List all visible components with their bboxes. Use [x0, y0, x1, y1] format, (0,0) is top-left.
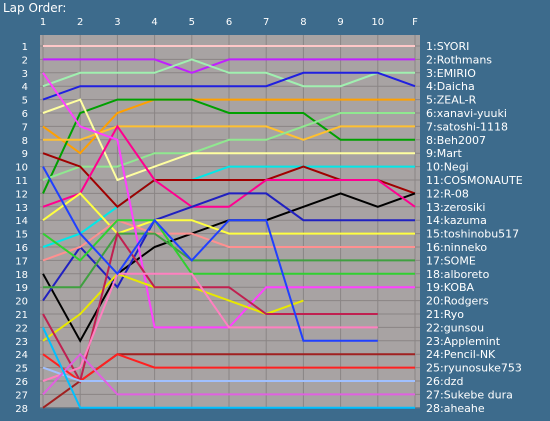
x-tick-label: 10 — [371, 17, 384, 28]
series-label: 1:SYORI — [426, 40, 469, 53]
series-line — [42, 192, 415, 302]
y-tick-label: 28 — [15, 404, 28, 415]
y-tick-label: 2 — [22, 55, 28, 66]
series-line — [42, 231, 378, 384]
x-tick-label: 7 — [263, 17, 269, 28]
y-tick-label: 15 — [15, 230, 28, 241]
series-label: 9:Mart — [426, 147, 462, 160]
y-tick-label: 4 — [22, 82, 28, 93]
series-label: 13:zerosiki — [426, 201, 485, 214]
y-tick-label: 6 — [22, 109, 28, 120]
y-tick-label: 12 — [15, 189, 28, 200]
series-line — [42, 219, 415, 262]
series-label: 17:SOME — [426, 254, 476, 267]
series-label: 27:Sukebe dura — [426, 388, 513, 401]
series-line — [42, 192, 415, 235]
y-tick-label: 13 — [15, 203, 28, 214]
series-line — [42, 124, 416, 208]
x-tick-label: 8 — [300, 17, 306, 28]
series-line — [42, 58, 415, 88]
series-line — [42, 112, 415, 181]
series-label: 11:COSMONAUTE — [426, 174, 523, 187]
series-line — [43, 125, 415, 141]
series-label: 14:kazuma — [426, 214, 487, 227]
series-line — [43, 58, 415, 74]
y-tick-label: 27 — [15, 390, 28, 401]
series-label: 24:Pencil-NK — [426, 348, 496, 361]
y-tick-label: 8 — [22, 136, 28, 147]
y-tick-label: 23 — [15, 337, 28, 348]
series-line — [42, 98, 415, 182]
series-label: 12:R-08 — [426, 187, 469, 200]
series-label: 4:Daicha — [426, 80, 475, 93]
y-tick-label: 19 — [15, 283, 28, 294]
y-tick-label: 11 — [15, 176, 28, 187]
chart-title: Lap Order: — [3, 1, 67, 15]
series-label: 5:ZEAL-R — [426, 94, 477, 107]
series-label: 26:dzd — [426, 375, 463, 388]
x-tick-label: 3 — [114, 17, 120, 28]
series-label: 15:toshinobu517 — [426, 228, 519, 241]
x-tick-label: 5 — [189, 17, 195, 28]
y-tick-label: 14 — [15, 216, 28, 227]
series-label: 21:Ryo — [426, 308, 464, 321]
y-tick-label: 17 — [15, 256, 28, 267]
x-tick-label: F — [412, 17, 418, 28]
series-label: 2:Rothmans — [426, 53, 492, 66]
series-line — [42, 326, 415, 409]
y-tick-label: 9 — [22, 149, 28, 160]
series-label: 8:Beh2007 — [426, 134, 486, 147]
y-tick-label: 5 — [22, 96, 28, 107]
series-label: 19:KOBA — [426, 281, 475, 294]
series-label: 23:Applemint — [426, 335, 501, 348]
x-tick-label: 2 — [77, 17, 83, 28]
series-label: 18:alboreto — [426, 268, 490, 281]
x-tick-label: 4 — [151, 17, 157, 28]
x-tick-label: 9 — [337, 17, 343, 28]
series-label: 22:gunsou — [426, 321, 484, 334]
y-tick-label: 18 — [15, 270, 28, 281]
y-tick-label: 21 — [15, 310, 28, 321]
y-tick-label: 16 — [15, 243, 28, 254]
series-label: 20:Rodgers — [426, 295, 489, 308]
series-line — [42, 166, 378, 342]
series-line — [43, 232, 415, 289]
x-tick-label: 6 — [226, 17, 232, 28]
y-tick-label: 20 — [15, 297, 28, 308]
y-tick-label: 25 — [15, 364, 28, 375]
series-line — [42, 165, 415, 248]
y-tick-label: 22 — [15, 323, 28, 334]
x-tick-label: 1 — [40, 17, 46, 28]
series-line — [42, 219, 415, 275]
series-label: 6:xanavi-yuuki — [426, 107, 507, 120]
series-label: 16:ninneko — [426, 241, 487, 254]
y-tick-label: 24 — [15, 350, 28, 361]
y-tick-label: 3 — [22, 69, 28, 80]
series-line — [42, 98, 415, 194]
y-tick-label: 7 — [22, 122, 28, 133]
series-label: 3:EMIRIO — [426, 67, 476, 80]
series-line — [42, 353, 415, 383]
series-line — [42, 98, 415, 155]
series-line — [42, 71, 416, 101]
series-label: 7:satoshi-1118 — [426, 120, 508, 133]
series-line — [42, 352, 415, 396]
series-line — [42, 272, 378, 382]
y-tick-label: 10 — [15, 163, 28, 174]
y-tick-label: 26 — [15, 377, 28, 388]
series-label: 25:ryunosuke753 — [426, 362, 522, 375]
series-label: 10:Negi — [426, 161, 469, 174]
series-label: 28:aheahe — [426, 402, 485, 415]
y-tick-label: 1 — [22, 42, 28, 53]
